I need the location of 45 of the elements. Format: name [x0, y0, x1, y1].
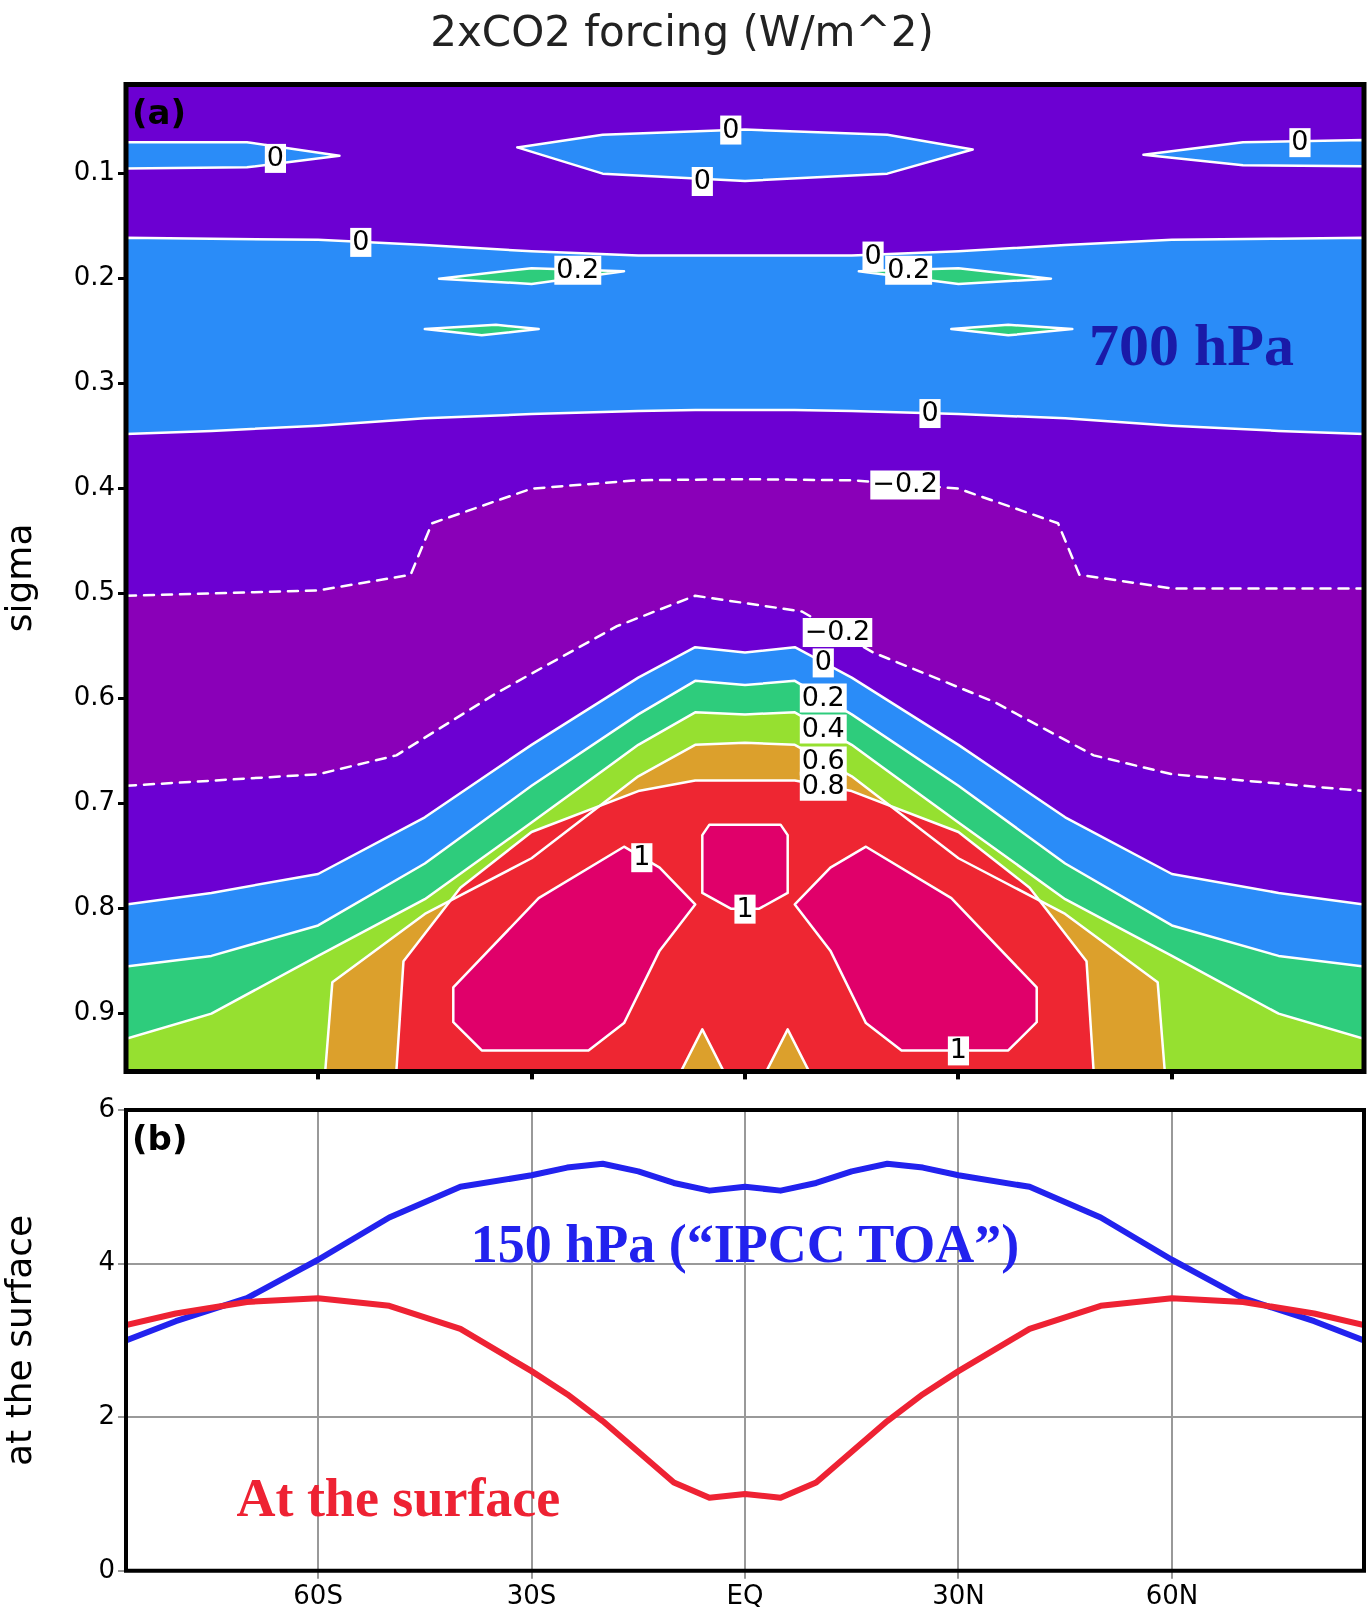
annotation: 0 — [921, 396, 939, 428]
annotation: 0.2 — [801, 680, 845, 712]
annotation: 0.2 — [556, 252, 600, 284]
y-tick-label: 0.9 — [73, 996, 115, 1027]
y-tick-label: 2 — [98, 1399, 115, 1430]
x-tick-label: 60S — [293, 1580, 343, 1611]
annotation: 700 hPa — [1088, 311, 1294, 378]
y-axis-title: at the surface — [0, 1214, 39, 1466]
x-tick-label: 60N — [1145, 1580, 1199, 1611]
y-tick-label: 0.5 — [73, 576, 115, 607]
annotation: (a) — [132, 92, 187, 133]
series-label: 150 hPa (“IPCC TOA”) — [470, 1214, 1020, 1275]
annotation: 1 — [949, 1033, 968, 1065]
y-tick-label: 0.1 — [73, 156, 115, 187]
annotation: 0 — [722, 112, 740, 144]
x-tick-label: EQ — [726, 1580, 764, 1611]
annotation: 0 — [1291, 125, 1309, 157]
annotation: 0.2 — [887, 252, 931, 284]
annotation: 1 — [736, 891, 754, 923]
chart-title: 2xCO2 forcing (W/m^2) — [430, 7, 934, 57]
y-tick-label: 0.7 — [73, 786, 115, 817]
annotation: 0.6 — [801, 743, 845, 775]
annotation: 0 — [266, 140, 285, 172]
y-tick-label: 0.4 — [73, 471, 115, 502]
annotation: −0.2 — [804, 614, 871, 646]
annotation: 0.4 — [801, 711, 845, 743]
annotation: 0 — [864, 238, 882, 270]
y-tick-label: 0.2 — [73, 261, 115, 292]
y-tick-label: 0.3 — [73, 366, 115, 397]
y-tick-label: 0.6 — [73, 681, 115, 712]
x-tick-label: 30S — [506, 1580, 557, 1611]
y-tick-label: 6 — [98, 1092, 115, 1123]
y-tick-label: 0.8 — [73, 891, 115, 922]
y-axis-title: sigma — [0, 523, 39, 633]
annotation: 1 — [633, 840, 651, 872]
annotation: −0.2 — [872, 467, 938, 499]
annotation: 0 — [693, 164, 711, 196]
x-tick-label: 30N — [932, 1580, 985, 1611]
annotation: 0 — [352, 224, 370, 256]
annotation: (b) — [132, 1117, 188, 1158]
annotation: 0 — [814, 645, 832, 677]
y-tick-label: 4 — [98, 1246, 115, 1277]
annotation: 0.8 — [801, 768, 845, 800]
series-label: At the surface — [236, 1467, 561, 1528]
y-tick-label: 0 — [98, 1553, 115, 1584]
